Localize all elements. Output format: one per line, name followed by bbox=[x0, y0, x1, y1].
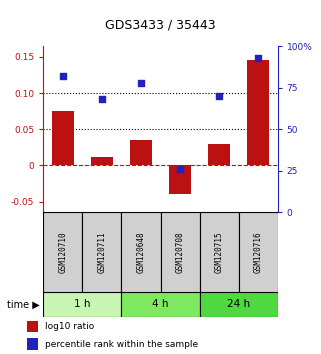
Text: 24 h: 24 h bbox=[227, 299, 250, 309]
Bar bbox=[82, 212, 121, 292]
Bar bbox=[239, 212, 278, 292]
Text: 4 h: 4 h bbox=[152, 299, 169, 309]
Point bbox=[216, 93, 221, 99]
Point bbox=[99, 96, 104, 102]
Text: GSM120715: GSM120715 bbox=[214, 232, 224, 273]
Text: GSM120716: GSM120716 bbox=[254, 232, 263, 273]
Bar bbox=[27, 321, 38, 332]
Bar bbox=[43, 212, 82, 292]
Text: log10 ratio: log10 ratio bbox=[45, 322, 94, 331]
Text: GDS3433 / 35443: GDS3433 / 35443 bbox=[105, 19, 216, 32]
Bar bbox=[43, 292, 121, 317]
Bar bbox=[160, 212, 200, 292]
Bar bbox=[130, 140, 152, 165]
Point bbox=[178, 166, 183, 172]
Text: GSM120711: GSM120711 bbox=[97, 232, 107, 273]
Point bbox=[138, 80, 143, 85]
Text: time ▶: time ▶ bbox=[7, 299, 40, 309]
Bar bbox=[208, 144, 230, 165]
Bar bbox=[247, 61, 269, 165]
Bar bbox=[200, 292, 278, 317]
Bar bbox=[27, 338, 38, 350]
Bar bbox=[91, 157, 113, 165]
Text: GSM120648: GSM120648 bbox=[136, 232, 145, 273]
Bar bbox=[200, 212, 239, 292]
Text: 1 h: 1 h bbox=[74, 299, 91, 309]
Text: GSM120710: GSM120710 bbox=[58, 232, 67, 273]
Point bbox=[60, 73, 65, 79]
Bar bbox=[121, 212, 160, 292]
Bar bbox=[121, 292, 200, 317]
Bar bbox=[169, 165, 191, 194]
Text: percentile rank within the sample: percentile rank within the sample bbox=[45, 340, 198, 349]
Text: GSM120708: GSM120708 bbox=[176, 232, 185, 273]
Bar bbox=[52, 111, 74, 165]
Point bbox=[256, 55, 261, 61]
